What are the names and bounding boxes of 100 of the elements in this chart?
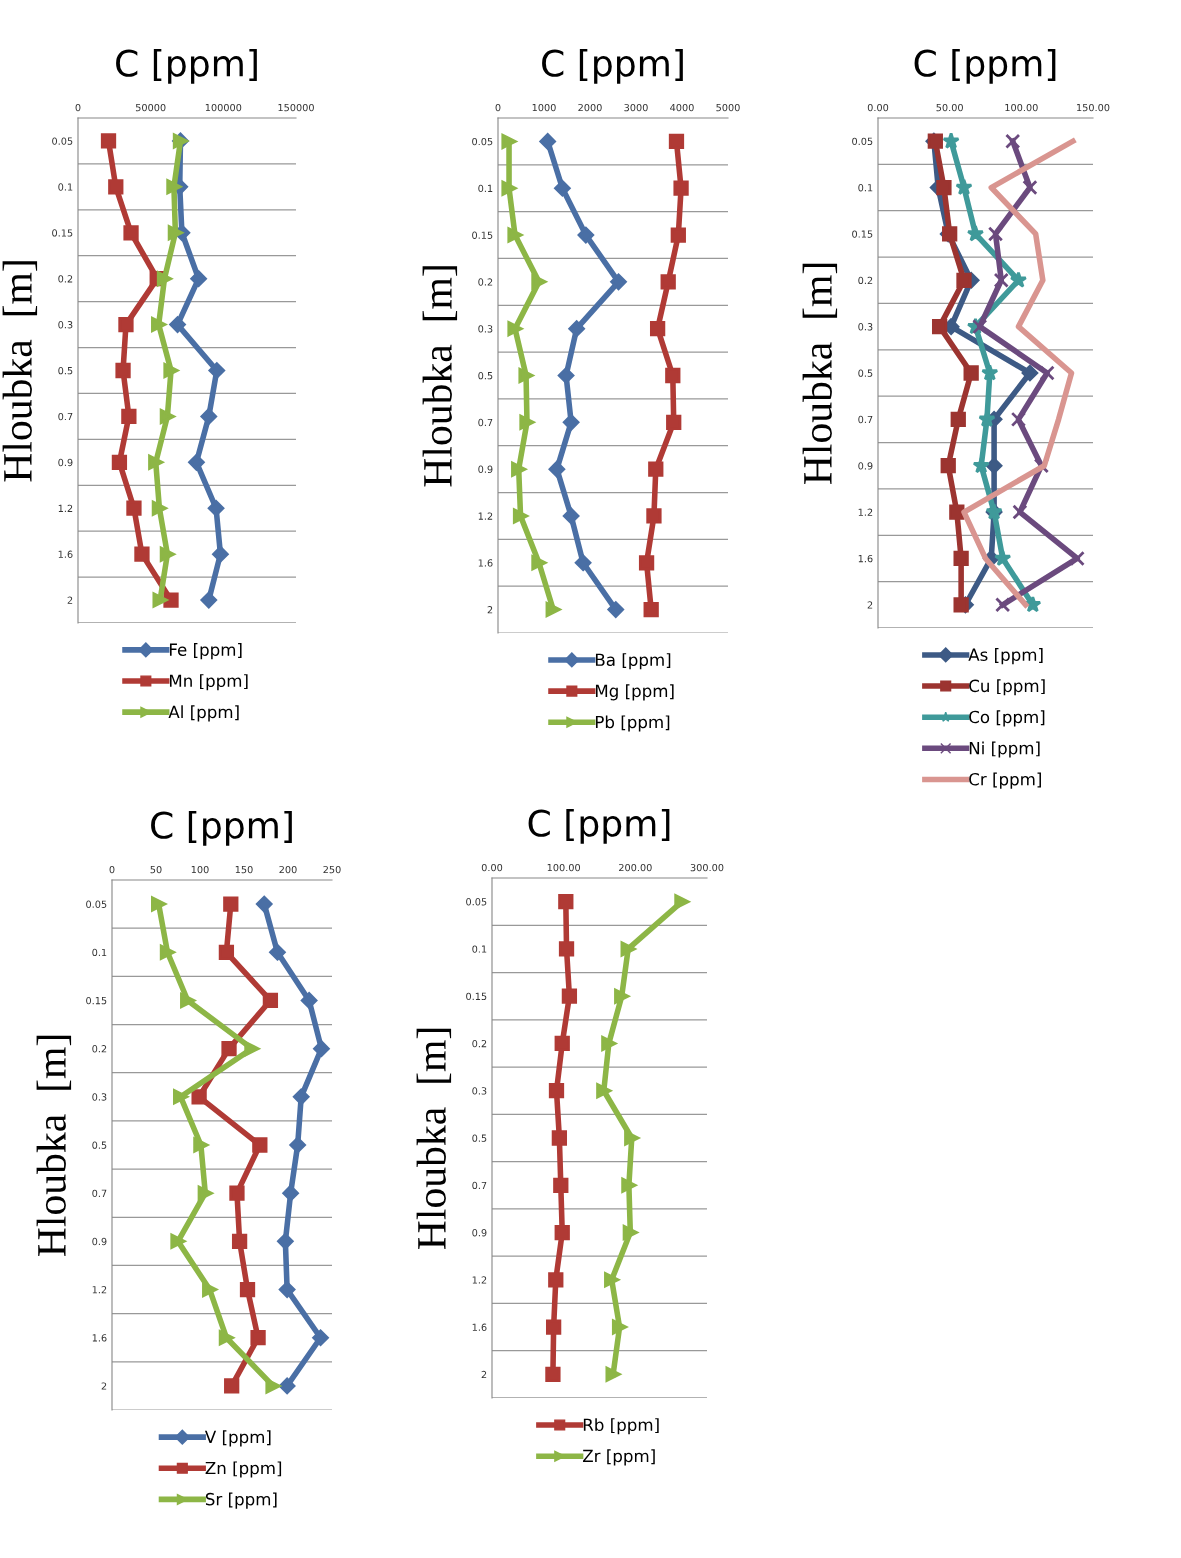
x-tick-label: 0 xyxy=(109,865,115,874)
legend-label: Ni [ppm] xyxy=(969,741,1040,758)
legend-label: Cr [ppm] xyxy=(969,772,1041,789)
x-tick-label: 200.00 xyxy=(619,863,652,872)
y-tick-label: 0.2 xyxy=(92,1045,107,1053)
y-tick-label: 0.5 xyxy=(58,366,73,375)
y-axis-title: Hloubka [m] xyxy=(422,266,458,487)
legend-label: Mg [ppm] xyxy=(595,684,674,701)
y-axis-title: Hloubka [m] xyxy=(2,261,38,482)
x-tick-label: 0 xyxy=(495,103,501,112)
y-tick-label: 0.2 xyxy=(472,1039,487,1048)
y-tick-label: 1.6 xyxy=(858,554,873,563)
y-tick-label: 0.9 xyxy=(92,1237,107,1246)
y-tick-label: 1.6 xyxy=(92,1334,107,1342)
y-tick-label: 2 xyxy=(101,1382,107,1390)
y-tick-label: 0.5 xyxy=(478,371,493,380)
y-tick-label: 0.7 xyxy=(478,418,493,427)
y-tick-label: 2 xyxy=(481,1370,487,1379)
y-tick-label: 0.1 xyxy=(478,184,493,193)
y-tick-label: 0.3 xyxy=(472,1087,487,1095)
x-tick-label: 50000 xyxy=(135,103,166,112)
x-tick-label: 1000 xyxy=(532,103,556,112)
x-tick-label: 50 xyxy=(150,865,162,874)
y-tick-label: 0.05 xyxy=(466,898,487,906)
x-tick-label: 150000 xyxy=(278,103,314,112)
y-tick-label: 1.2 xyxy=(92,1286,107,1294)
y-tick-label: 1.2 xyxy=(58,504,73,512)
x-tick-label: 50.00 xyxy=(936,103,963,112)
x-tick-label: 100 xyxy=(191,865,209,874)
y-tick-label: 0.15 xyxy=(466,992,487,1001)
y-tick-label: 0.3 xyxy=(478,325,493,333)
x-tick-label: 5000 xyxy=(716,103,740,112)
y-tick-label: 0.5 xyxy=(858,369,873,377)
x-tick-label: 0 xyxy=(75,103,81,112)
legend-label: Rb [ppm] xyxy=(583,1418,659,1435)
legend-label: Co [ppm] xyxy=(969,710,1045,727)
y-axis-title: Hloubka [m] xyxy=(802,263,838,485)
y-tick-label: 1.6 xyxy=(472,1323,487,1331)
y-tick-label: 0.1 xyxy=(858,184,873,192)
y-tick-label: 0.1 xyxy=(92,948,107,957)
legend-label: Pb [ppm] xyxy=(595,715,670,732)
y-tick-label: 0.9 xyxy=(58,458,73,467)
y-tick-label: 0.7 xyxy=(58,412,73,421)
y-tick-label: 0.7 xyxy=(858,415,873,424)
y-tick-label: 0.7 xyxy=(92,1189,107,1198)
x-tick-label: 150 xyxy=(235,865,253,874)
y-tick-label: 0.15 xyxy=(52,229,73,237)
y-tick-label: 0.1 xyxy=(472,945,487,953)
x-tick-label: 150.00 xyxy=(1077,103,1110,112)
x-tick-label: 4000 xyxy=(670,103,694,112)
y-tick-label: 1.6 xyxy=(478,559,493,567)
y-tick-label: 0.3 xyxy=(92,1093,107,1101)
y-axis-title: Hloubka [m] xyxy=(416,1028,452,1250)
y-tick-label: 0.9 xyxy=(472,1229,487,1237)
x-tick-label: 300.00 xyxy=(690,863,724,872)
y-tick-label: 0.2 xyxy=(478,278,493,286)
chart-title: C [ppm] xyxy=(151,810,292,846)
x-tick-label: 250 xyxy=(323,865,341,874)
legend-label: Mn [ppm] xyxy=(169,674,248,691)
legend-label: Sr [ppm] xyxy=(205,1492,277,1509)
x-tick-label: 200 xyxy=(279,865,297,874)
y-tick-label: 1.2 xyxy=(478,512,493,520)
y-tick-label: 0.05 xyxy=(852,137,873,146)
x-tick-label: 100.00 xyxy=(1005,103,1038,112)
y-tick-label: 0.2 xyxy=(58,275,73,283)
y-tick-label: 0.05 xyxy=(86,900,107,908)
y-tick-label: 0.5 xyxy=(92,1141,107,1149)
y-tick-label: 2 xyxy=(867,601,873,609)
y-tick-label: 0.3 xyxy=(858,323,873,331)
legend-label: Ba [ppm] xyxy=(595,653,671,670)
legend-label: V [ppm] xyxy=(204,1430,271,1447)
y-tick-label: 1.6 xyxy=(58,550,73,558)
legend-label: Al [ppm] xyxy=(168,705,239,722)
y-tick-label: 1.2 xyxy=(858,508,873,516)
y-tick-label: 0.1 xyxy=(58,183,73,191)
y-tick-label: 0.5 xyxy=(472,1134,487,1142)
legend-label: Cu [ppm] xyxy=(969,679,1045,696)
y-tick-label: 0.05 xyxy=(52,137,73,145)
y-tick-label: 0.15 xyxy=(852,230,873,238)
y-tick-label: 0.15 xyxy=(472,231,493,239)
chart-title: C [ppm] xyxy=(914,48,1056,84)
y-tick-label: 0.3 xyxy=(58,321,73,329)
legend-label: Zr [ppm] xyxy=(582,1449,655,1466)
y-tick-label: 2 xyxy=(487,606,493,614)
x-tick-label: 0.00 xyxy=(867,103,889,112)
x-tick-label: 2000 xyxy=(578,103,602,112)
chart-title: C [ppm] xyxy=(116,48,257,84)
chart-title: C [ppm] xyxy=(528,808,670,844)
y-tick-label: 0.15 xyxy=(86,996,107,1005)
x-tick-label: 0.00 xyxy=(481,863,503,872)
y-tick-label: 0.9 xyxy=(858,462,873,470)
y-tick-label: 1.2 xyxy=(472,1276,487,1284)
x-tick-label: 100.00 xyxy=(547,863,581,872)
y-tick-label: 2 xyxy=(67,596,73,604)
legend-label: Fe [ppm] xyxy=(169,643,242,660)
x-tick-label: 3000 xyxy=(624,103,648,112)
y-tick-label: 0.7 xyxy=(472,1181,487,1190)
x-tick-label: 100000 xyxy=(205,103,242,112)
y-axis-title: Hloubka [m] xyxy=(36,1035,72,1257)
y-tick-label: 0.9 xyxy=(478,465,493,473)
